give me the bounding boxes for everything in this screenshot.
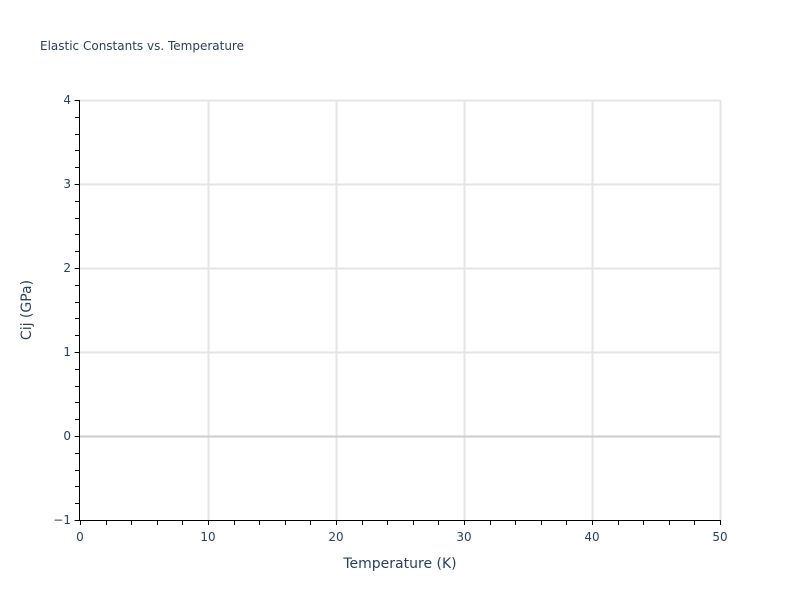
grid	[80, 99, 722, 520]
y-tick-label: 2	[63, 261, 71, 275]
x-tick-label: 20	[328, 530, 343, 544]
y-tick-label: 4	[63, 93, 71, 107]
x-axis-title: Temperature (K)	[342, 556, 456, 572]
x-tick-label: 0	[76, 530, 84, 544]
x-tick-label: 50	[712, 530, 727, 544]
chart-title: Elastic Constants vs. Temperature	[40, 39, 244, 53]
x-tick-label: 10	[200, 530, 215, 544]
ticks	[74, 100, 721, 525]
y-tick-label: 0	[63, 429, 71, 443]
x-tick-label: 40	[584, 530, 599, 544]
x-tick-labels: 0 10 20 30 40 50	[76, 530, 727, 544]
y-tick-label: −1	[53, 513, 71, 527]
y-tick-label: 3	[63, 177, 71, 191]
y-tick-label: 1	[63, 345, 71, 359]
y-axis-title: Cij (GPa)	[19, 280, 35, 340]
x-tick-label: 30	[456, 530, 471, 544]
y-tick-labels: −1 0 1 2 3 4	[53, 93, 71, 527]
